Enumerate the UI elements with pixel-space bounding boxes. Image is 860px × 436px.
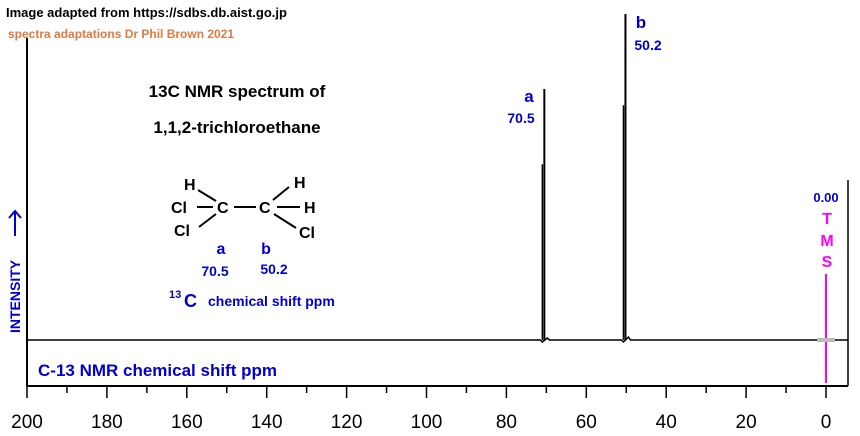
tms-value-label: 0.00 [813,190,838,205]
x-tick-label: 120 [331,412,363,433]
atom-h-right-top: H [294,175,306,192]
peak-b-shift-label: 50.2 [634,37,661,53]
x-tick-label: 200 [11,412,43,433]
atom-h-right: H [304,200,316,217]
molecule-label-a: a [217,241,226,258]
tms-baseline-mark [817,338,835,342]
peak-a-label: a [524,87,534,106]
x-tick-label: 60 [576,412,597,433]
molecule-bonds [197,186,300,229]
tms-letter-s: S [822,254,833,271]
tms-letter-m: M [820,233,833,250]
chart-title-line1: 13C NMR spectrum of [149,82,326,101]
molecule-shift-b: 50.2 [260,261,287,277]
atom-cl-right-bottom: Cl [299,225,315,242]
x-axis-tick-labels: 200 180 160 140 120 100 80 60 40 20 0 [11,412,831,433]
atom-c-a: C [217,200,229,217]
peak-b-label: b [636,13,646,32]
x-axis-ticks [26,386,827,398]
atom-c-b: C [259,200,271,217]
x-tick-label: 40 [656,412,677,433]
adaptation-credit: spectra adaptations Dr Phil Brown 2021 [8,27,234,41]
source-credit: Image adapted from https://sdbs.db.aist.… [6,5,287,20]
chart-title-line2: 1,1,2-trichloroethane [153,118,320,137]
shift-caption-text: chemical shift ppm [208,293,335,309]
tms-letter-t: T [822,211,832,228]
x-tick-label: 100 [411,412,443,433]
atom-cl-left-bottom: Cl [174,223,190,240]
atom-h-left: H [184,177,196,194]
x-tick-label: 0 [821,412,832,433]
atom-cl-left-top: Cl [171,200,187,217]
x-tick-label: 180 [91,412,123,433]
peak-a-shift-label: 70.5 [507,110,534,126]
x-axis-title: C-13 NMR chemical shift ppm [38,361,277,380]
x-tick-label: 160 [171,412,203,433]
molecule-shift-a: 70.5 [201,263,228,279]
spectrum-trace [27,335,848,344]
x-tick-label: 140 [251,412,283,433]
molecule-structure: H Cl C C H H Cl Cl a b 70.5 50.2 [171,175,316,279]
shift-caption-superscript: 13 [169,289,181,301]
peak-lines [541,14,627,340]
molecule-label-b: b [261,241,271,258]
x-tick-label: 80 [496,412,517,433]
y-axis-arrow-icon [8,209,22,236]
y-axis-title: INTENSITY [7,259,23,333]
x-tick-label: 20 [736,412,757,433]
shift-caption-element: C [184,291,197,311]
